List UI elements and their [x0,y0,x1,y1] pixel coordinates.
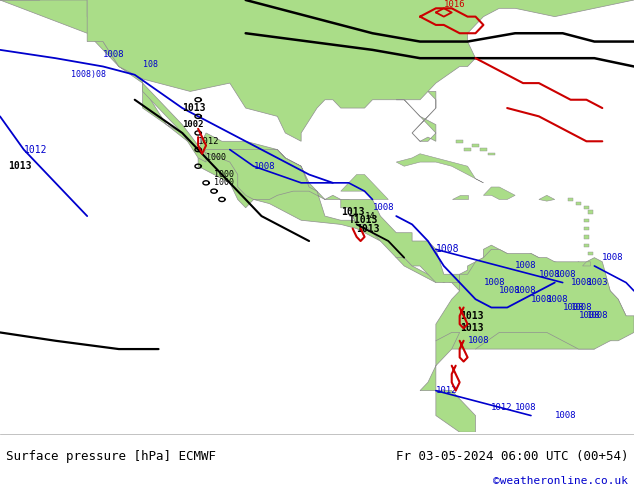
Polygon shape [539,196,555,201]
Text: Fr 03-05-2024 06:00 UTC (00+54): Fr 03-05-2024 06:00 UTC (00+54) [396,450,628,463]
Text: 1013: 1013 [356,223,380,234]
Polygon shape [488,152,495,155]
Polygon shape [583,262,590,266]
Text: 1008: 1008 [254,162,275,171]
Polygon shape [143,83,206,162]
Polygon shape [451,196,467,199]
Text: 1000: 1000 [214,170,234,179]
Polygon shape [396,154,483,183]
Polygon shape [341,174,388,199]
Text: 1013: 1013 [341,207,365,217]
Text: 1008: 1008 [515,262,536,270]
Text: 1008: 1008 [372,203,394,212]
Text: 1008: 1008 [555,411,576,420]
Text: 1008: 1008 [531,294,552,304]
Polygon shape [0,0,626,349]
Text: 1008)08: 1008)08 [71,70,107,79]
Polygon shape [584,244,589,247]
Text: 1008: 1008 [563,303,584,312]
Text: 1008: 1008 [571,278,592,287]
Polygon shape [483,187,515,199]
Text: 1008: 1008 [547,294,568,304]
Text: 1003: 1003 [586,278,608,287]
Text: ©weatheronline.co.uk: ©weatheronline.co.uk [493,476,628,486]
Polygon shape [472,144,479,147]
Text: 1012: 1012 [23,145,48,155]
Polygon shape [584,206,589,209]
Text: 1008: 1008 [586,311,608,320]
Text: 1016: 1016 [444,0,465,9]
Polygon shape [568,198,573,201]
Polygon shape [456,140,463,143]
Polygon shape [588,252,593,255]
Text: 1012: 1012 [198,137,219,146]
Text: 1013: 1013 [460,311,483,321]
Text: 1008: 1008 [539,270,560,279]
Text: 1000: 1000 [206,153,226,162]
Text: 1008: 1008 [483,278,505,287]
Text: 1008: 1008 [103,49,124,58]
Text: 1008: 1008 [467,336,489,345]
Text: 1008: 1008 [555,270,576,279]
Text: 1008: 1008 [515,403,536,412]
Polygon shape [584,235,589,239]
Text: 1013: 1013 [460,323,483,333]
Text: 1008: 1008 [602,253,624,262]
Polygon shape [480,148,487,151]
Polygon shape [576,202,581,205]
Text: T1013: T1013 [349,215,378,225]
Polygon shape [464,148,470,151]
Text: 1008: 1008 [515,286,536,295]
Text: 1013: 1013 [8,161,32,171]
Polygon shape [0,0,634,141]
Polygon shape [584,219,589,222]
Text: 1000: 1000 [214,178,234,187]
Text: 1008: 1008 [578,311,600,320]
Text: 1008: 1008 [500,286,521,295]
Polygon shape [420,332,476,432]
Text: 1013: 1013 [182,103,206,113]
Text: 1012: 1012 [491,403,513,412]
Text: 1002: 1002 [182,120,204,129]
Polygon shape [396,92,436,141]
Text: 108: 108 [143,60,158,69]
Polygon shape [436,249,634,349]
Polygon shape [588,210,593,214]
Text: 1008: 1008 [571,303,592,312]
Text: 1012: 1012 [436,386,457,395]
Polygon shape [341,199,460,283]
Text: 1008: 1008 [436,245,460,254]
Text: 14: 14 [365,212,375,220]
Polygon shape [584,227,589,230]
Text: Surface pressure [hPa] ECMWF: Surface pressure [hPa] ECMWF [6,450,216,463]
